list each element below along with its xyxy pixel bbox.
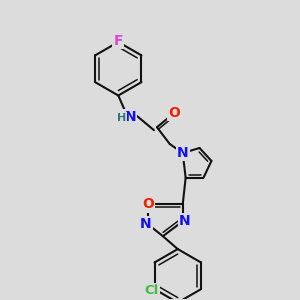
Text: N: N (179, 214, 190, 228)
Text: O: O (168, 106, 180, 120)
Text: N: N (140, 217, 152, 231)
Text: N: N (124, 110, 136, 124)
Text: N: N (177, 146, 188, 160)
Text: Cl: Cl (145, 284, 159, 297)
Text: F: F (113, 34, 123, 48)
Text: O: O (142, 197, 154, 212)
Text: H: H (117, 113, 126, 123)
